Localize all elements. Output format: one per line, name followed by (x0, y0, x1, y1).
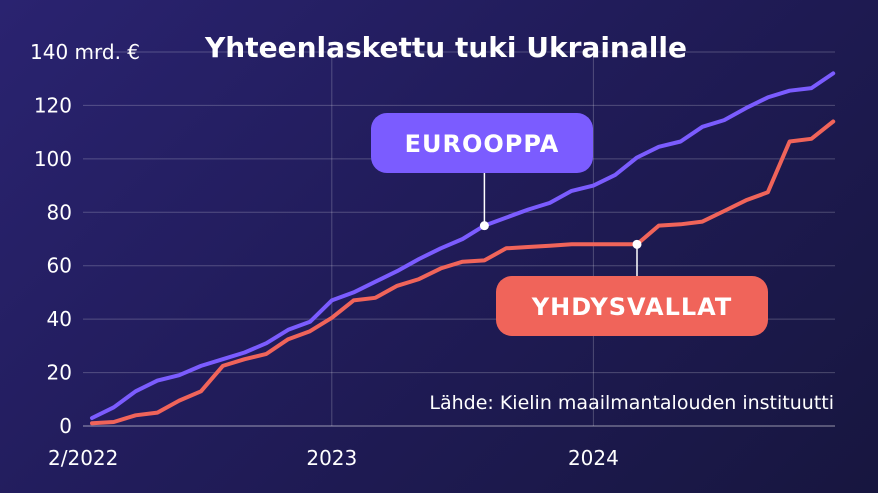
series-line (90, 71, 836, 420)
y-tick-label: 60 (47, 254, 72, 278)
x-tick-label: 2024 (568, 446, 619, 470)
y-tick-label: 80 (47, 200, 72, 224)
y-tick-label: 100 (34, 147, 72, 171)
y-axis-ticks: 0 20 40 60 80 100 120 140 mrd. € (30, 40, 140, 438)
series-callouts: EUROOPPA YHDYSVALLAT (371, 113, 768, 336)
x-axis-ticks: 2/2022 2023 2024 (48, 446, 619, 470)
source-note: Lähde: Kielin maailmantalouden instituut… (429, 392, 834, 414)
y-tick-label: 40 (47, 307, 72, 331)
series-label: YHDYSVALLAT (531, 293, 733, 321)
y-tick-label: 120 (34, 93, 72, 117)
series-lines (90, 71, 836, 426)
y-tick-label: 0 (59, 414, 72, 438)
callout-dot (632, 239, 642, 249)
callout-box (496, 276, 768, 336)
callout-box (371, 113, 593, 173)
x-tick-label: 2023 (306, 446, 357, 470)
callout-dot (479, 221, 489, 231)
chart-title: Yhteenlaskettu tuki Ukrainalle (204, 31, 687, 64)
y-tick-label: 140 mrd. € (30, 40, 140, 64)
series-line (90, 119, 836, 426)
y-tick-label: 20 (47, 361, 72, 385)
series-label: EUROOPPA (405, 130, 560, 158)
x-tick-label: 2/2022 (48, 446, 118, 470)
